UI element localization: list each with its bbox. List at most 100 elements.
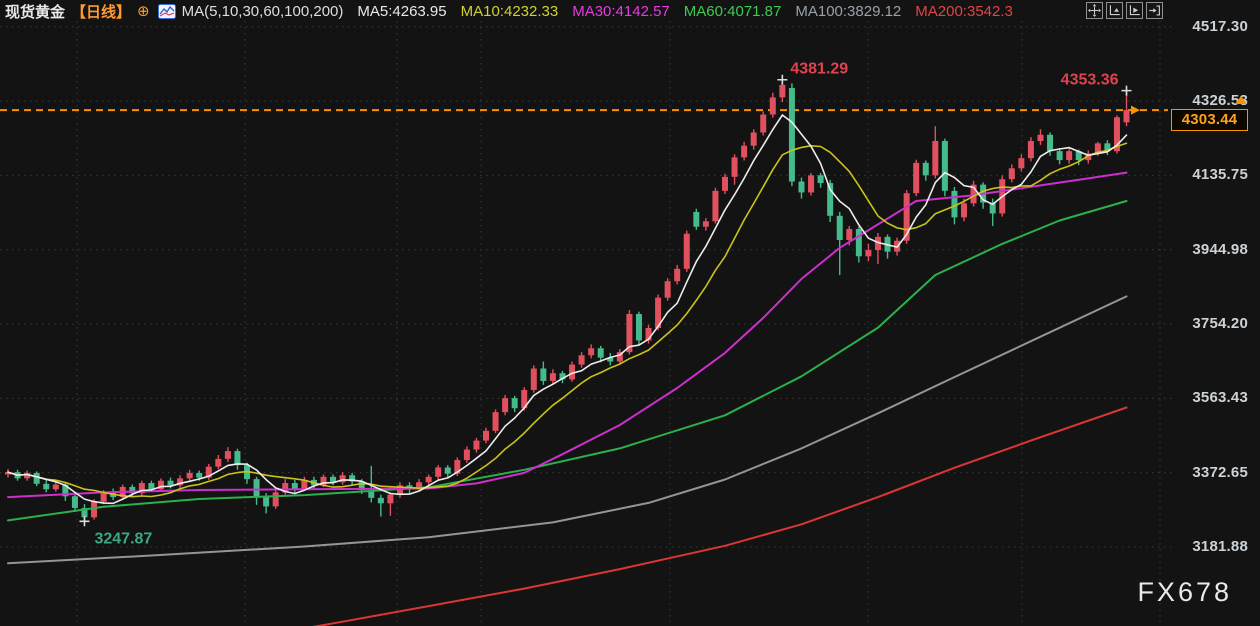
candle xyxy=(941,138,948,197)
candle xyxy=(712,187,719,224)
candle xyxy=(913,159,920,197)
extreme-cross-marker xyxy=(1121,85,1132,96)
candle xyxy=(511,395,518,413)
candle xyxy=(483,427,489,444)
candle xyxy=(1027,137,1034,162)
ma-legend: MA5:4263.95 MA10:4232.33 MA30:4142.57 MA60:… xyxy=(357,3,1026,20)
candle xyxy=(502,394,509,416)
candle xyxy=(741,141,748,161)
ma-settings-label[interactable]: MA(5,10,30,60,100,200) xyxy=(181,2,344,20)
candle xyxy=(674,264,681,285)
candle xyxy=(569,361,576,382)
legend-ma5: MA5:4263.95 xyxy=(357,2,447,20)
candle xyxy=(339,472,346,485)
axis-label: 3754.20 xyxy=(1192,315,1248,333)
candle xyxy=(43,479,50,493)
candle xyxy=(702,218,709,231)
candles-layer xyxy=(5,79,1130,522)
legend-ma30: MA30:4142.57 xyxy=(572,2,670,20)
candle xyxy=(597,345,604,363)
ma-layer xyxy=(7,114,1128,626)
legend-ma10: MA10:4232.33 xyxy=(460,2,559,20)
grid-layer xyxy=(0,21,1172,626)
candle xyxy=(177,475,184,488)
candle xyxy=(961,198,967,222)
candle xyxy=(808,172,815,196)
legend-ma200: MA200:3542.3 xyxy=(915,2,1013,20)
candle xyxy=(530,365,537,393)
candle xyxy=(884,234,891,259)
x-axis-play-button[interactable] xyxy=(1126,2,1143,19)
candle xyxy=(1037,129,1044,145)
candle xyxy=(540,361,547,385)
candle xyxy=(425,474,432,486)
legend-ma100: MA100:3829.12 xyxy=(795,2,902,20)
candle xyxy=(1018,154,1025,172)
candle xyxy=(836,211,843,276)
candle xyxy=(722,173,728,194)
price-annotation: 3247.87 xyxy=(94,530,152,547)
axis-label: 3563.43 xyxy=(1192,389,1248,407)
ma-line-ma10 xyxy=(7,142,1128,498)
axis-label: 4517.30 xyxy=(1192,17,1248,35)
candle xyxy=(91,499,98,520)
candle xyxy=(903,190,910,244)
candle xyxy=(435,465,442,480)
candle xyxy=(330,474,337,486)
candle xyxy=(444,465,451,478)
candle xyxy=(205,463,212,480)
candle xyxy=(291,479,298,493)
candle xyxy=(683,230,690,272)
candle xyxy=(463,446,470,463)
candle xyxy=(234,448,241,470)
axis-label: 4135.75 xyxy=(1192,166,1248,184)
candle xyxy=(731,154,738,185)
period-selector[interactable]: 【日线】 xyxy=(71,3,132,21)
candle xyxy=(349,472,356,485)
candle xyxy=(664,278,671,301)
last-price-arrow-icon xyxy=(1131,105,1140,115)
price-annotation: 4381.29 xyxy=(790,61,848,78)
candle xyxy=(1008,164,1015,183)
candle xyxy=(377,494,384,517)
candle xyxy=(272,489,279,509)
candle xyxy=(24,470,31,481)
candle xyxy=(645,324,652,344)
candle xyxy=(224,447,231,463)
ma-line-ma60 xyxy=(7,200,1128,522)
candle xyxy=(798,177,805,199)
candle xyxy=(1047,132,1054,156)
candle xyxy=(52,482,59,492)
candle xyxy=(71,493,78,512)
candle xyxy=(769,92,776,118)
axis-label: 3181.88 xyxy=(1192,537,1248,555)
ma-line-ma200 xyxy=(312,406,1128,626)
candle xyxy=(655,294,662,331)
candle xyxy=(693,208,700,230)
extreme-cross-marker xyxy=(777,74,788,85)
candle xyxy=(387,492,394,516)
axis-label: 4326.53 xyxy=(1192,92,1248,110)
candle xyxy=(157,478,164,492)
candle xyxy=(1123,90,1130,127)
candle xyxy=(989,198,996,226)
candle xyxy=(750,129,757,150)
axis-label: 3944.98 xyxy=(1192,240,1248,258)
candle xyxy=(827,179,834,223)
candle xyxy=(473,437,480,453)
ma-line-ma100 xyxy=(7,295,1128,565)
candle xyxy=(970,180,977,207)
legend-ma60: MA60:4071.87 xyxy=(683,2,782,20)
pan-move-button[interactable] xyxy=(1086,2,1103,19)
axis-label: 3372.65 xyxy=(1192,463,1248,481)
candle xyxy=(578,352,585,368)
collapse-right-button[interactable] xyxy=(1146,2,1163,19)
y-axis-fit-button[interactable] xyxy=(1106,2,1123,19)
candle xyxy=(1066,148,1073,164)
chart-header: 现货黄金 【日线】 ⊕ MA(5,10,30,60,100,200) MA5:4… xyxy=(5,1,1027,21)
add-compare-icon[interactable]: ⊕ xyxy=(137,3,150,20)
mini-line-chart-icon xyxy=(157,3,176,19)
symbol-name: 现货黄金 xyxy=(5,3,66,21)
current-price-tag: 4303.44 xyxy=(1171,109,1248,132)
